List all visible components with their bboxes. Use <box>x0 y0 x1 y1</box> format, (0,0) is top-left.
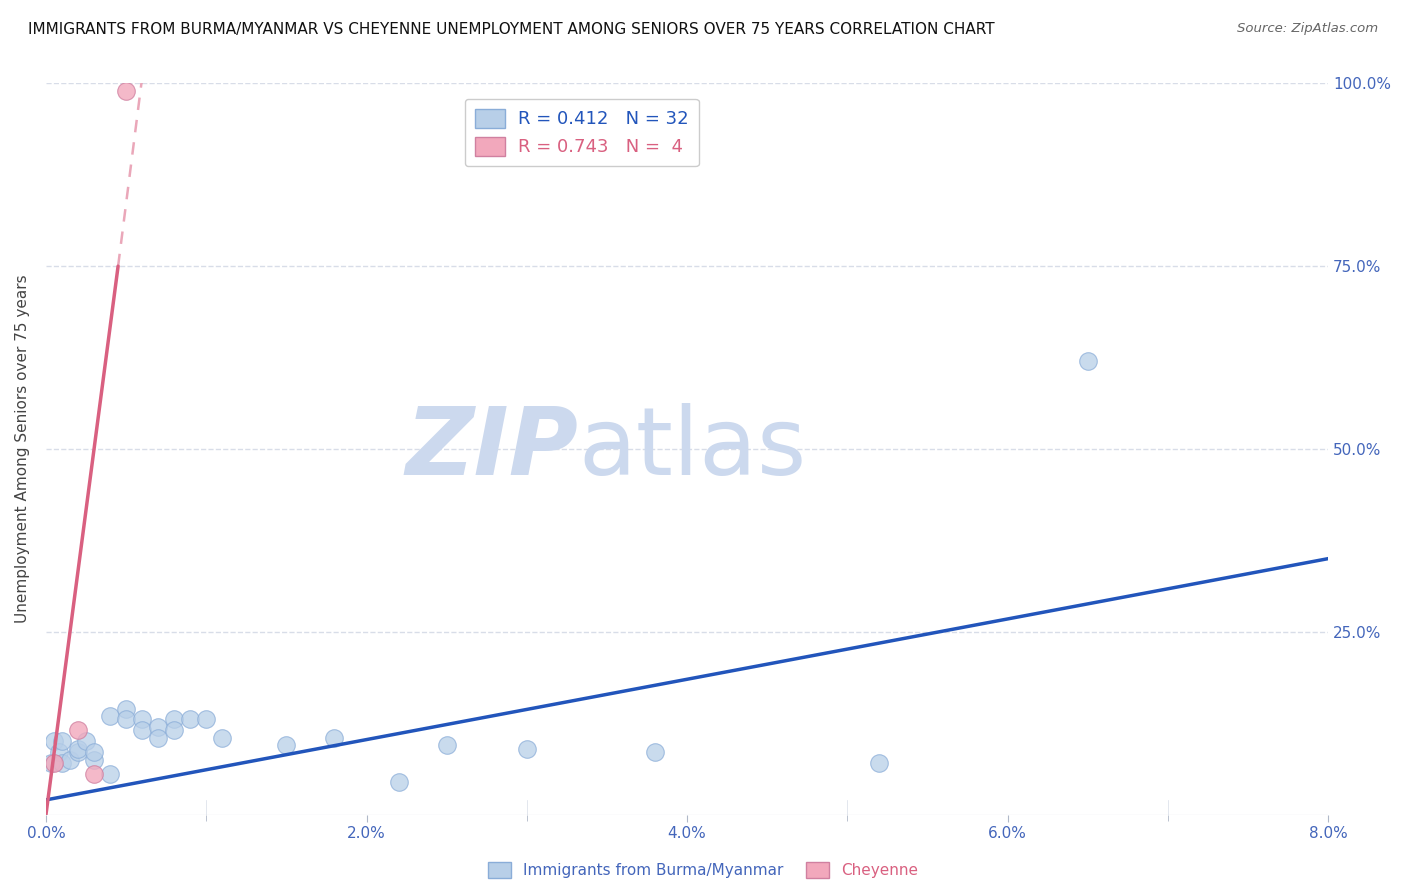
Point <box>1077 354 1099 368</box>
Point <box>276 738 298 752</box>
Point <box>131 713 153 727</box>
Point <box>83 745 105 759</box>
Point <box>115 84 138 98</box>
Point <box>66 741 89 756</box>
Point <box>115 701 138 715</box>
Point <box>39 756 62 771</box>
Point <box>146 731 169 745</box>
Point <box>48 745 70 759</box>
Point <box>516 741 538 756</box>
Point <box>42 734 65 748</box>
Point <box>51 734 73 748</box>
Point <box>163 713 186 727</box>
Point <box>66 745 89 759</box>
Point <box>59 753 82 767</box>
Point <box>75 734 97 748</box>
Legend: R = 0.412   N = 32, R = 0.743   N =  4: R = 0.412 N = 32, R = 0.743 N = 4 <box>464 99 699 166</box>
Text: ZIP: ZIP <box>405 403 578 495</box>
Text: Source: ZipAtlas.com: Source: ZipAtlas.com <box>1237 22 1378 36</box>
Point <box>644 745 666 759</box>
Point <box>163 723 186 738</box>
Point <box>66 723 89 738</box>
Point <box>195 713 218 727</box>
Point <box>436 738 458 752</box>
Point <box>98 708 121 723</box>
Point <box>42 756 65 771</box>
Point <box>115 713 138 727</box>
Point <box>83 753 105 767</box>
Text: atlas: atlas <box>578 403 806 495</box>
Point <box>83 767 105 781</box>
Point <box>146 720 169 734</box>
Point <box>98 767 121 781</box>
Point <box>51 756 73 771</box>
Point <box>387 774 409 789</box>
Text: IMMIGRANTS FROM BURMA/MYANMAR VS CHEYENNE UNEMPLOYMENT AMONG SENIORS OVER 75 YEA: IMMIGRANTS FROM BURMA/MYANMAR VS CHEYENN… <box>28 22 995 37</box>
Point <box>323 731 346 745</box>
Point <box>868 756 890 771</box>
Point <box>131 723 153 738</box>
Point <box>211 731 233 745</box>
Legend: Immigrants from Burma/Myanmar, Cheyenne: Immigrants from Burma/Myanmar, Cheyenne <box>482 856 924 884</box>
Y-axis label: Unemployment Among Seniors over 75 years: Unemployment Among Seniors over 75 years <box>15 275 30 624</box>
Point <box>179 713 201 727</box>
